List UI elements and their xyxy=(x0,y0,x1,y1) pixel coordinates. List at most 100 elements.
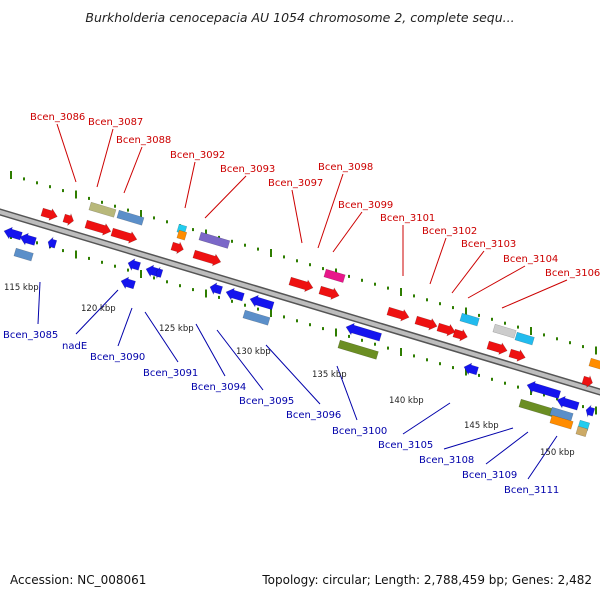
tick-mark-lower xyxy=(465,367,467,376)
tick-mark-lower xyxy=(348,334,350,338)
tick-mark-lower xyxy=(270,309,272,317)
gene-box xyxy=(492,323,517,339)
forward-gene-arrow xyxy=(192,249,222,267)
scale-label: 125 kbp xyxy=(159,324,194,334)
tick-mark-upper xyxy=(127,208,129,212)
tick-mark-upper xyxy=(36,181,38,185)
reverse-label-line xyxy=(443,427,514,450)
tick-mark-lower xyxy=(374,342,376,346)
reverse-label-line xyxy=(37,281,41,325)
tick-mark-upper xyxy=(491,317,493,321)
tick-mark-lower xyxy=(504,381,506,385)
backbone-core xyxy=(0,209,600,395)
tick-mark-lower xyxy=(478,373,480,377)
tick-mark-upper xyxy=(257,247,259,251)
tick-mark-lower xyxy=(218,295,220,299)
reverse-gene-arrow xyxy=(120,276,136,290)
tick-mark-upper xyxy=(75,190,77,199)
forward-label-line xyxy=(501,279,568,309)
gene-box xyxy=(459,312,480,327)
gene-box xyxy=(116,209,145,226)
reverse-label-line xyxy=(144,311,179,363)
tick-mark-upper xyxy=(283,255,285,259)
tick-mark-upper xyxy=(569,341,571,345)
forward-gene-arrow xyxy=(436,322,456,337)
forward-gene-label: Bcen_3088 xyxy=(116,135,171,146)
forward-gene-label: Bcen_3106 xyxy=(545,268,600,279)
tick-mark-lower xyxy=(62,249,64,253)
tick-mark-lower xyxy=(517,385,519,389)
scale-label: 115 kbp xyxy=(4,283,39,293)
tick-mark-upper xyxy=(387,286,389,290)
reverse-gene-label: Bcen_3108 xyxy=(419,455,474,466)
reverse-gene-arrow xyxy=(127,258,141,271)
reverse-gene-arrow xyxy=(585,404,596,418)
tick-mark-upper xyxy=(23,177,25,181)
tick-mark-lower xyxy=(257,307,259,311)
tick-mark-upper xyxy=(205,229,207,238)
forward-label-line xyxy=(96,128,114,188)
forward-gene-arrow xyxy=(170,241,184,255)
topology-text: Topology: circular; Length: 2,788,459 bp… xyxy=(262,573,592,587)
tick-mark-upper xyxy=(192,228,194,232)
tick-mark-upper xyxy=(361,278,363,282)
tick-mark-upper xyxy=(517,325,519,329)
tick-mark-lower xyxy=(88,256,90,260)
reverse-gene-arrow xyxy=(155,266,164,279)
forward-gene-arrow xyxy=(318,285,340,300)
reverse-label-line xyxy=(402,402,451,435)
reverse-gene-label: Bcen_3090 xyxy=(90,352,145,363)
scale-label: 120 kbp xyxy=(81,304,116,314)
forward-label-line xyxy=(451,250,485,294)
tick-mark-lower xyxy=(439,362,441,366)
gene-box xyxy=(514,331,535,346)
tick-mark-lower xyxy=(244,303,246,307)
tick-mark-lower xyxy=(556,397,558,401)
map-title: Burkholderia cenocepacia AU 1054 chromos… xyxy=(85,10,515,25)
forward-gene-label: Bcen_3103 xyxy=(461,239,516,250)
reverse-gene-label: Bcen_3095 xyxy=(239,396,294,407)
scale-labels: 115 kbp 120 kbp 125 kbp 130 kbp 135 kbp 140 k… xyxy=(4,283,575,458)
forward-gene-arrow xyxy=(581,375,593,388)
gene-box xyxy=(588,357,600,370)
reverse-gene-arrow xyxy=(225,287,245,302)
tick-mark-upper xyxy=(452,306,454,310)
tick-mark-upper xyxy=(140,210,142,218)
forward-gene-label: Bcen_3093 xyxy=(220,164,275,175)
tick-mark-upper xyxy=(400,288,402,296)
forward-gene-arrow xyxy=(486,340,508,355)
reverse-gene-arrow xyxy=(345,322,382,342)
tick-mark-upper xyxy=(348,274,350,278)
forward-gene-arrow xyxy=(288,276,314,293)
forward-label-line xyxy=(317,173,344,249)
reverse-gene-label: Bcen_3109 xyxy=(462,470,517,481)
tick-mark-lower xyxy=(192,288,194,292)
forward-gene-label: Bcen_3086 xyxy=(30,112,85,123)
tick-mark-lower xyxy=(231,299,233,303)
reverse-gene-arrow xyxy=(19,232,37,246)
reverse-label-line xyxy=(117,307,133,347)
gene-box xyxy=(13,247,34,262)
reverse-gene-label: Bcen_3111 xyxy=(504,485,559,496)
reverse-gene-label: Bcen_3105 xyxy=(378,440,433,451)
label-lines xyxy=(37,123,568,480)
forward-gene-label: Bcen_3098 xyxy=(318,162,373,173)
tick-mark-upper xyxy=(426,298,428,302)
reverse-label-line xyxy=(527,435,558,480)
tick-mark-lower xyxy=(335,328,337,337)
reverse-gene-arrow xyxy=(249,294,275,311)
reverse-label-line xyxy=(216,329,264,391)
forward-gene-arrow xyxy=(452,328,468,342)
tick-mark-lower xyxy=(595,406,597,415)
tick-mark-upper xyxy=(218,235,220,239)
gene-box xyxy=(88,201,117,218)
tick-mark-lower xyxy=(153,276,155,280)
gene-box xyxy=(549,414,574,430)
tick-mark-upper xyxy=(101,200,103,204)
tick-mark-lower xyxy=(283,315,285,319)
forward-label-line xyxy=(467,265,526,299)
forward-label-line xyxy=(184,161,196,209)
tick-mark-upper xyxy=(413,294,415,298)
forward-gene-label: Bcen_3092 xyxy=(170,150,225,161)
tick-mark-upper xyxy=(166,220,168,224)
